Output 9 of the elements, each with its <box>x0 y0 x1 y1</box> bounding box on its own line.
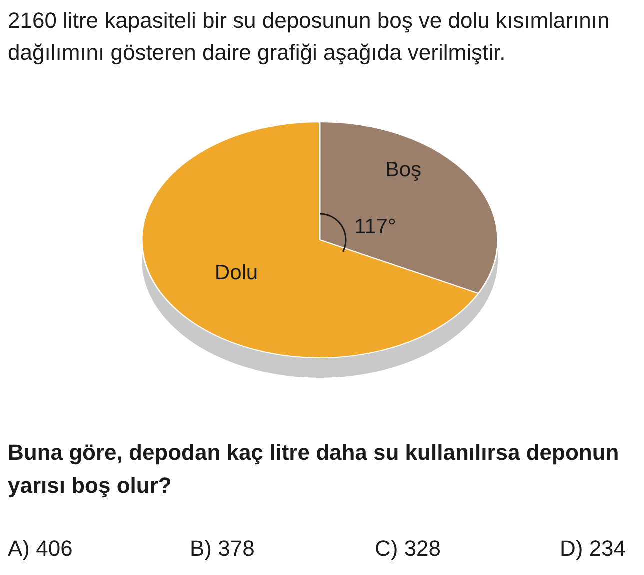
slice-label: Dolu <box>214 261 258 284</box>
text: A) 406 <box>8 536 73 561</box>
data-label: 117° <box>354 216 396 239</box>
text: D) 234 <box>560 536 626 561</box>
slice-label: Boş <box>385 158 422 182</box>
text: Buna göre, depodan kaç litre daha su kullanılırsa deponun yarısı boş olur? <box>8 440 620 498</box>
text: C) 328 <box>375 536 442 561</box>
text: B) 378 <box>190 536 255 561</box>
chart-title: 2160 litre kapasiteli bir su deposunun boş ve dolu kısımlarının dağılımını gösteren daire grafiği aşağıda verilmiştir. <box>8 8 610 65</box>
